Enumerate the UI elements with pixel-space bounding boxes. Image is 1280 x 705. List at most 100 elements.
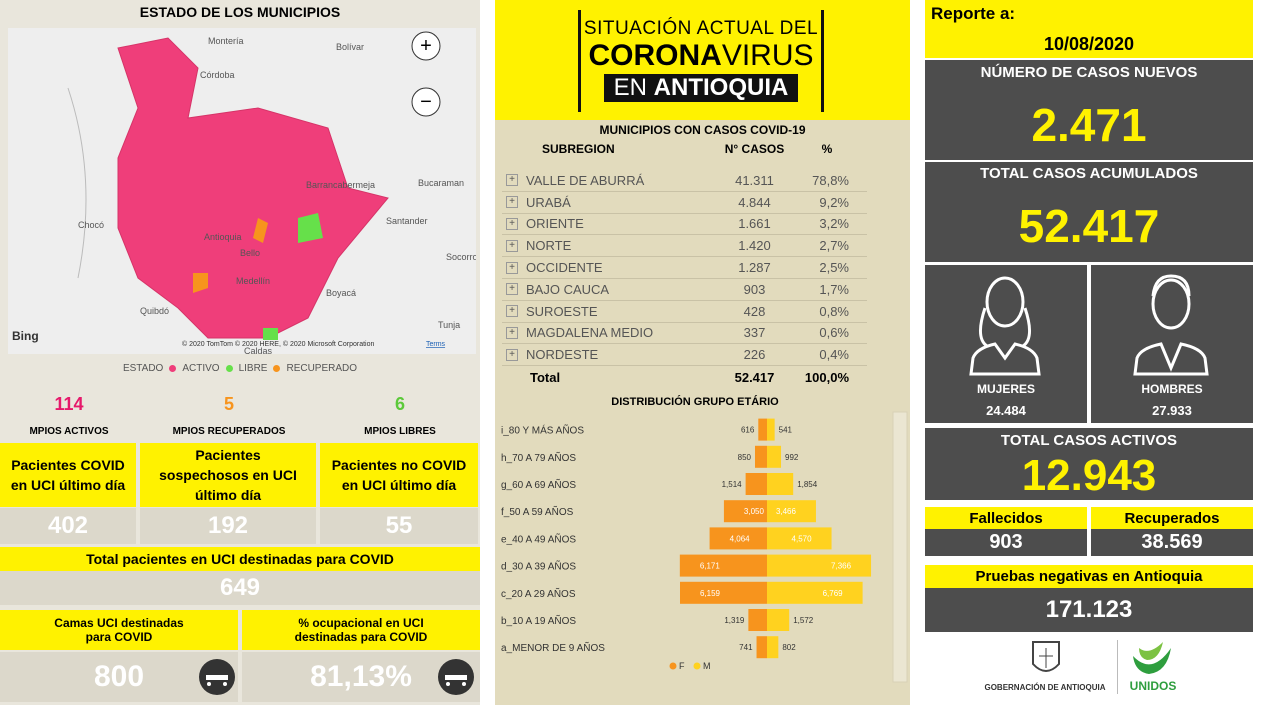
expand-icon[interactable]: + — [506, 261, 518, 274]
table-row: + ORIENTE 1.661 3,2% — [502, 214, 867, 236]
recovered-label: Recuperados — [1091, 507, 1253, 529]
map-zoom[interactable]: + — [411, 31, 441, 61]
table-cell: 78,8% — [812, 172, 849, 188]
bar — [756, 636, 767, 659]
category-label: f_50 A 59 AÑOS — [501, 505, 574, 518]
legend-swatch — [669, 662, 677, 670]
header-corona: CORONA — [588, 39, 722, 72]
age-chart: DISTRIBUCIÓN GRUPO ETÁRIO i_80 Y MÁS AÑOS… — [501, 395, 908, 683]
map-terms[interactable]: Terms — [426, 341, 446, 348]
table-cell: 903 — [743, 281, 766, 297]
map-place: Tunja — [438, 320, 460, 330]
legend-label: LIBRE — [238, 362, 268, 374]
expand-icon[interactable]: + — [506, 174, 518, 187]
bar — [767, 636, 779, 659]
map-place: Barrancabermeja — [306, 180, 375, 190]
map-place: Bello — [240, 248, 260, 258]
mpios-label: MPIOS LIBRES — [364, 425, 436, 437]
legend-label: ACTIVO — [182, 362, 220, 374]
svg-text:−: − — [420, 91, 432, 113]
legend-swatch — [225, 364, 233, 372]
tests-label: Pruebas negativas en Antioquia — [925, 565, 1253, 588]
map-place: Quibdó — [140, 306, 169, 316]
uci-label: Pacientes COVID en UCI último día — [0, 443, 136, 507]
expand-icon[interactable]: + — [506, 305, 518, 318]
total-cases-value: 52.417 — [1018, 200, 1160, 252]
value-label: 1,854 — [797, 480, 818, 489]
unidos-logo — [1133, 642, 1171, 674]
expand-icon[interactable]: + — [506, 326, 518, 339]
bar — [745, 473, 767, 495]
total-cell: Total — [530, 369, 561, 385]
camas-value: 800 — [0, 652, 238, 702]
header-place: ANTIOQUIA — [653, 74, 789, 101]
map-title: ESTADO DE LOS MUNICIPIOS — [139, 4, 341, 20]
mpios-value: 114 — [54, 393, 84, 414]
value-label: 850 — [738, 453, 752, 462]
legend-title: ESTADO — [122, 362, 164, 374]
table-row: + NORDESTE 226 0,4% — [502, 344, 867, 367]
table-cell: 428 — [743, 303, 766, 319]
map-logo: Bing — [12, 329, 39, 343]
table-cell: 2,7% — [819, 238, 849, 254]
map-place: Santander — [386, 216, 428, 226]
gov-logo — [1032, 641, 1060, 672]
value-label: 1,319 — [724, 616, 745, 625]
bar — [767, 473, 794, 495]
table-title: MUNICIPIOS CON CASOS COVID-19 — [599, 123, 806, 137]
value-label: 1,572 — [793, 616, 814, 625]
header-box: SITUACIÓN ACTUAL DEL CORONAVIRUS EN ANTI… — [578, 10, 824, 112]
deaths-label: Fallecidos — [925, 507, 1087, 529]
right-panel: Reporte a: 10/08/2020 NÚMERO DE CASOS NU… — [925, 0, 1253, 705]
table-cell: 0,6% — [819, 325, 849, 341]
table-row: + BAJO CAUCA 903 1,7% — [502, 279, 867, 301]
report-date: 10/08/2020 — [925, 30, 1253, 58]
value-label: 741 — [739, 643, 753, 652]
women-icon — [969, 276, 1041, 376]
header-line1: SITUACIÓN ACTUAL DEL — [583, 18, 819, 39]
value-label: 6,159 — [700, 589, 721, 598]
bar — [767, 527, 832, 550]
map-zoom[interactable]: − — [411, 87, 441, 117]
expand-icon[interactable]: + — [506, 196, 518, 209]
active-label: TOTAL CASOS ACTIVOS — [1000, 431, 1178, 449]
map-place: Caldas — [244, 346, 273, 354]
expand-icon[interactable]: + — [506, 239, 518, 252]
table-cell: 1.420 — [738, 238, 771, 254]
category-label: e_40 A 49 AÑOS — [501, 532, 576, 545]
bar — [723, 500, 767, 523]
category-label: c_20 A 29 AÑOS — [501, 587, 576, 600]
table-total: Total 52.417 100,0% — [502, 366, 867, 388]
value-label: 4,570 — [792, 534, 813, 543]
bar — [767, 418, 775, 441]
men-value: 27.933 — [1152, 402, 1192, 418]
expand-icon[interactable]: + — [506, 348, 518, 361]
table-row: + NORTE 1.420 2,7% — [502, 235, 867, 258]
map-place: Córdoba — [200, 70, 235, 80]
legend-label: M — [703, 661, 711, 671]
expand-icon[interactable]: + — [506, 283, 518, 296]
new-cases-label: NÚMERO DE CASOS NUEVOS — [980, 63, 1198, 81]
tests-value: 171.123 — [925, 588, 1253, 632]
table-cell: MAGDALENA MEDIO — [526, 325, 654, 341]
category-label: h_70 A 79 AÑOS — [501, 451, 576, 464]
table-cell: 2,5% — [819, 260, 849, 276]
svg-text:+: + — [420, 35, 432, 57]
men-icon — [1133, 274, 1209, 376]
camas-label: Camas UCI destinadas para COVID — [0, 610, 238, 650]
women-value: 24.484 — [986, 402, 1026, 418]
table-row: + MAGDALENA MEDIO 337 0,6% — [502, 323, 867, 345]
expand-icon[interactable]: + — [506, 217, 518, 230]
table-row: + SUROESTE 428 0,8% — [502, 301, 867, 323]
category-label: i_80 Y MÁS AÑOS — [501, 424, 584, 437]
table-cell: 226 — [743, 347, 766, 363]
map-place: Bolívar — [336, 42, 364, 52]
bar — [767, 609, 790, 631]
legend-swatch — [693, 662, 701, 670]
map-attribution: © 2020 TomTom © 2020 HERE, © 2020 Micros… — [182, 340, 374, 348]
uci-label: Pacientes sospechosos en UCI último día — [140, 443, 316, 507]
category-label: d_30 A 39 AÑOS — [501, 560, 576, 573]
uci-total-label: Total pacientes en UCI destinadas para C… — [0, 547, 480, 571]
table-cell: 0,4% — [819, 347, 849, 363]
value-label: 6,171 — [700, 562, 721, 571]
